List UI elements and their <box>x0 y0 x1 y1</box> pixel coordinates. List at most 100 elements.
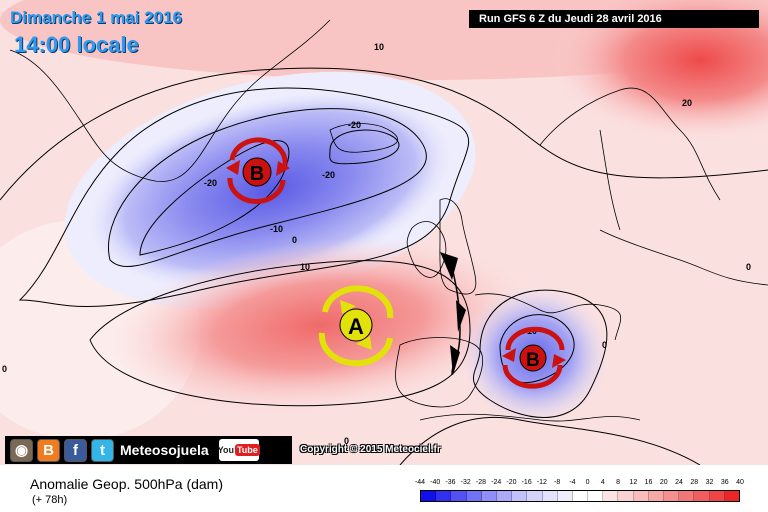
contour-n10 <box>108 108 427 268</box>
scale-label: 28 <box>690 479 699 486</box>
arrowhead <box>356 336 372 350</box>
legend-subtitle: (+ 78h) <box>32 494 68 506</box>
scandinavia-coast <box>539 87 721 201</box>
contour-label: -20 <box>348 120 361 130</box>
scale-label: 24 <box>675 479 683 486</box>
rotation-arrow <box>227 177 286 204</box>
scale-swatch <box>648 491 664 501</box>
high-badge <box>339 308 373 342</box>
scale-swatch <box>451 491 467 501</box>
contour-10-north <box>0 67 768 201</box>
scale-swatch <box>633 491 649 501</box>
scale-label: 12 <box>629 479 638 486</box>
scale-swatch <box>436 491 452 501</box>
high-anomaly-atlantic <box>110 237 530 413</box>
scale-swatch <box>421 491 437 501</box>
contour-lines <box>0 67 768 465</box>
scale-swatch <box>603 491 619 501</box>
scale-swatch <box>664 491 680 501</box>
contour-label: -10 <box>270 224 283 234</box>
arrowhead <box>502 348 516 362</box>
scale-swatch <box>572 491 589 501</box>
low-letter: B <box>250 163 264 185</box>
low-letter: B <box>526 350 540 371</box>
ireland-coast <box>406 221 447 278</box>
low-pressure-marker-north: B <box>226 137 290 204</box>
contour-10-high <box>89 260 471 407</box>
youtube-icon[interactable]: You Tube <box>217 439 260 461</box>
low-pressure-marker-mediterranean: B <box>502 326 566 389</box>
youtube-you: You <box>217 445 234 455</box>
arrowhead <box>226 160 240 175</box>
scale-label: 36 <box>720 479 729 486</box>
model-run-info: Run GFS 6 Z du Jeudi 28 avril 2016 <box>469 10 759 28</box>
high-pressure-marker: A <box>318 285 394 367</box>
scale-label: -36 <box>445 479 456 486</box>
europe-border <box>599 229 768 286</box>
contour-0-south <box>399 416 701 465</box>
contour-label: 10 <box>300 262 310 272</box>
rotation-arrow <box>318 332 393 367</box>
scale-label: 40 <box>736 479 744 486</box>
scale-label: -40 <box>430 479 441 486</box>
scale-label: -12 <box>536 479 547 486</box>
contour-label: 10 <box>374 42 384 52</box>
coastlines <box>9 19 768 422</box>
contour-n20-left <box>139 140 290 256</box>
map-svg: 10 20 -20 -20 -20 -10 0 10 -10 0 0 0 0 B <box>0 0 768 465</box>
high-letter: A <box>348 314 364 339</box>
scale-swatch <box>496 491 513 501</box>
flow-line <box>449 257 461 376</box>
social-bar: ◉ B f t Meteosojuela You Tube <box>5 436 292 464</box>
scale-swatch <box>588 491 604 501</box>
contour-label: 0 <box>292 235 297 245</box>
blogger-icon[interactable]: B <box>37 438 60 462</box>
contour-label: 0 <box>2 364 7 374</box>
scale-label: -16 <box>521 479 532 486</box>
scale-swatch <box>709 491 725 501</box>
brand-name: Meteosojuela <box>120 442 209 458</box>
contour-0-med <box>472 289 608 418</box>
contour-label: 0 <box>602 340 607 350</box>
baltic-coast <box>599 129 621 231</box>
flow-arrows <box>440 252 466 376</box>
scale-label: -8 <box>554 479 561 486</box>
britain-coast <box>439 198 477 295</box>
scale-swatch <box>694 491 710 501</box>
greenland-coast <box>9 19 331 182</box>
scale-label: 4 <box>600 479 605 486</box>
anomaly-map: 10 20 -20 -20 -20 -10 0 10 -10 0 0 0 0 B <box>0 0 768 465</box>
contour-label: 0 <box>344 436 349 446</box>
scale-label: -20 <box>506 479 517 486</box>
valid-time: 14:00 locale <box>14 32 139 57</box>
contour-label: -20 <box>322 170 335 180</box>
arrowhead <box>552 354 566 368</box>
high-anomaly-northeast <box>550 0 768 140</box>
scale-swatch <box>557 491 573 501</box>
scale-label: 0 <box>585 479 590 486</box>
low-badge <box>519 344 547 372</box>
facebook-icon[interactable]: f <box>64 438 87 462</box>
scale-swatch <box>481 491 497 501</box>
scale-label: 20 <box>659 479 668 486</box>
scale-label: -44 <box>414 479 426 486</box>
contour-0-north <box>18 87 470 308</box>
color-scale-bar <box>420 490 740 502</box>
scale-swatch <box>466 491 482 501</box>
twitter-icon[interactable]: t <box>91 438 114 462</box>
scale-label: -32 <box>460 479 471 486</box>
rotation-arrow <box>322 285 394 319</box>
low-badge <box>242 157 272 187</box>
scale-label: 16 <box>644 479 653 486</box>
scale-swatch <box>512 491 528 501</box>
scale-label: 8 <box>616 479 621 486</box>
france-italy-coast <box>474 293 622 341</box>
rotation-arrow <box>229 137 288 166</box>
instagram-icon[interactable]: ◉ <box>10 438 33 462</box>
scale-label: -4 <box>569 479 576 486</box>
scale-label: -24 <box>491 479 502 486</box>
scale-swatch <box>679 491 695 501</box>
arrowhead <box>340 300 356 314</box>
contour-label: 20 <box>682 98 692 108</box>
youtube-tube: Tube <box>234 444 260 456</box>
